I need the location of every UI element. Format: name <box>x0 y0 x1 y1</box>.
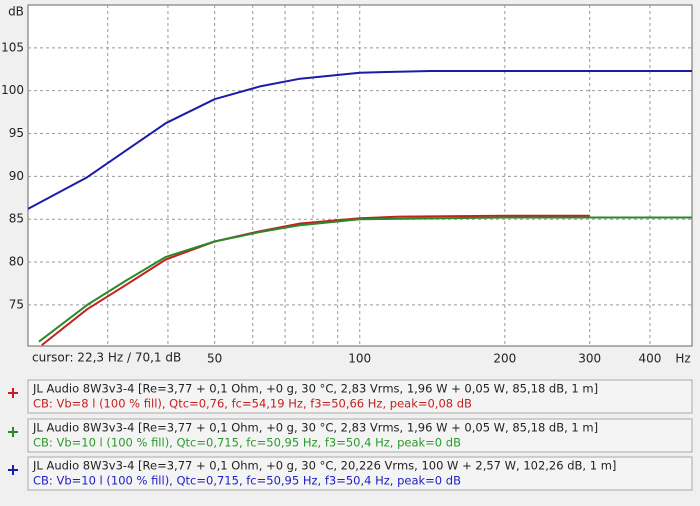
cursor-readout: cursor: 22,3 Hz / 70,1 dB <box>32 351 181 365</box>
y-unit: dB <box>8 5 24 19</box>
series-line <box>38 216 692 343</box>
lines <box>28 70 692 346</box>
legend-name: JL Audio 8W3v3-4 [Re=3,77 + 0,1 Ohm, +0 … <box>32 459 616 473</box>
legend-detail: CB: Vb=10 l (100 % fill), Qtc=0,715, fc=… <box>33 474 461 488</box>
legend-box <box>27 379 693 414</box>
legend-detail: CB: Vb=10 l (100 % fill), Qtc=0,715, fc=… <box>33 436 461 450</box>
legend-plus <box>8 388 18 398</box>
x-tick-label: 300 <box>578 352 601 366</box>
legend-plus <box>8 427 18 437</box>
grid <box>28 5 692 346</box>
y-tick-label: 80 <box>9 255 24 269</box>
y-tick-label: 100 <box>1 83 24 97</box>
y-tick-label: 75 <box>9 297 24 311</box>
y-tick-label: 105 <box>1 40 24 54</box>
x-tick-label: 50 <box>207 352 222 366</box>
legend-detail: CB: Vb=8 l (100 % fill), Qtc=0,76, fc=54… <box>33 397 472 411</box>
legend-plus <box>8 465 18 475</box>
x-tick-label: 200 <box>493 352 516 366</box>
y-tick-label: 95 <box>9 126 24 140</box>
x-unit: Hz <box>675 352 690 366</box>
legend-box <box>27 418 693 453</box>
x-tick-label: 400 <box>638 352 661 366</box>
y-tick-label: 90 <box>9 169 24 183</box>
x-tick-label: 100 <box>348 352 371 366</box>
series-line <box>28 70 692 210</box>
legend-box <box>27 456 693 491</box>
legend-name: JL Audio 8W3v3-4 [Re=3,77 + 0,1 Ohm, +0 … <box>32 382 598 396</box>
y-tick-label: 85 <box>9 212 24 226</box>
legend-name: JL Audio 8W3v3-4 [Re=3,77 + 0,1 Ohm, +0 … <box>32 421 598 435</box>
